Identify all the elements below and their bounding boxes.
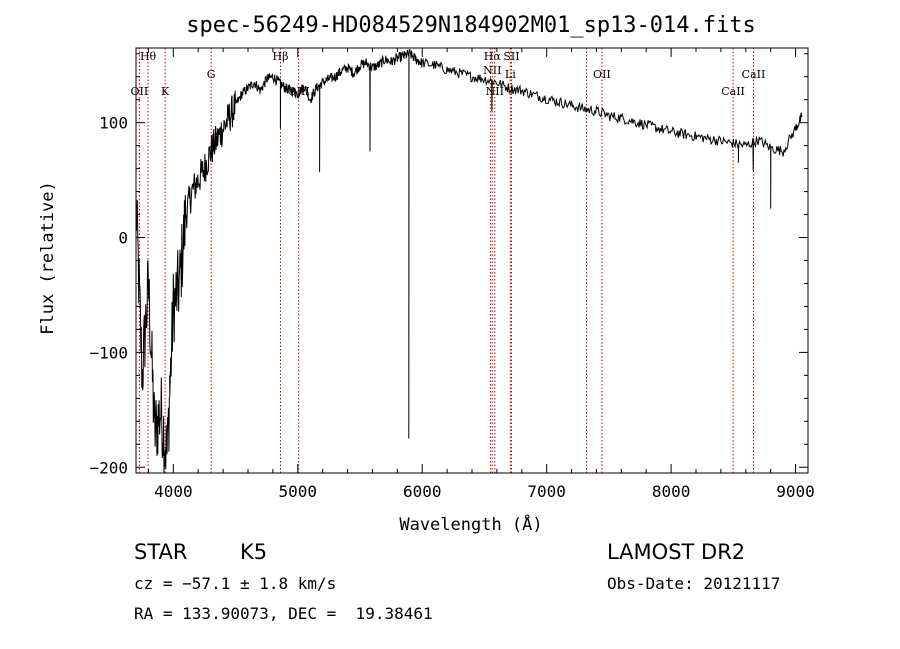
spectral-line-label: Hβ xyxy=(273,50,289,63)
x-tick-label: 7000 xyxy=(527,482,566,501)
x-tick-label: 6000 xyxy=(403,482,442,501)
spectral-line-label: G xyxy=(207,68,216,81)
x-axis-label: Wavelength (Å) xyxy=(399,513,542,535)
y-tick-label: 0 xyxy=(118,229,128,248)
survey-name: LAMOST DR2 xyxy=(607,540,746,564)
chart-title: spec-56249-HD084529N184902M01_sp13-014.f… xyxy=(186,13,756,38)
obs-date: Obs-Date: 20121117 xyxy=(607,574,781,593)
object-class: STAR xyxy=(134,540,188,564)
plot-area: OIIHθKGHβOIIIHαNIINIILiSIIOIICaIICaII400… xyxy=(89,47,815,501)
spectral-line-label: Hα xyxy=(484,50,502,63)
y-tick-label: −200 xyxy=(89,458,128,477)
plot-frame xyxy=(135,47,809,474)
spectral-line-label: CaII xyxy=(721,85,745,98)
y-axis-label: Flux (relative) xyxy=(38,181,58,335)
spectral-line-label: NII xyxy=(486,85,504,98)
y-tick-label: −100 xyxy=(89,343,128,362)
spectral-line-label: Li xyxy=(505,68,516,81)
spectrum-trace xyxy=(135,48,803,473)
x-tick-label: 5000 xyxy=(279,482,318,501)
spectral-line-label: OII xyxy=(593,68,611,81)
spectral-line-label: K xyxy=(161,85,170,98)
spectral-line-label: OII xyxy=(131,85,149,98)
y-tick-label: 100 xyxy=(99,114,128,133)
spectral-line-label: CaII xyxy=(742,68,766,81)
redshift-info: cz = −57.1 ± 1.8 km/s xyxy=(134,574,337,593)
spectral-line-label: Hθ xyxy=(140,50,157,63)
object-subclass: K5 xyxy=(240,540,268,564)
coordinates: RA = 133.90073, DEC = 19.38461 xyxy=(134,604,433,623)
spectral-line-label: NII xyxy=(483,64,501,77)
x-tick-label: 8000 xyxy=(652,482,691,501)
x-tick-label: 9000 xyxy=(776,482,815,501)
x-tick-label: 4000 xyxy=(154,482,193,501)
spectral-line-label: SII xyxy=(503,50,519,63)
